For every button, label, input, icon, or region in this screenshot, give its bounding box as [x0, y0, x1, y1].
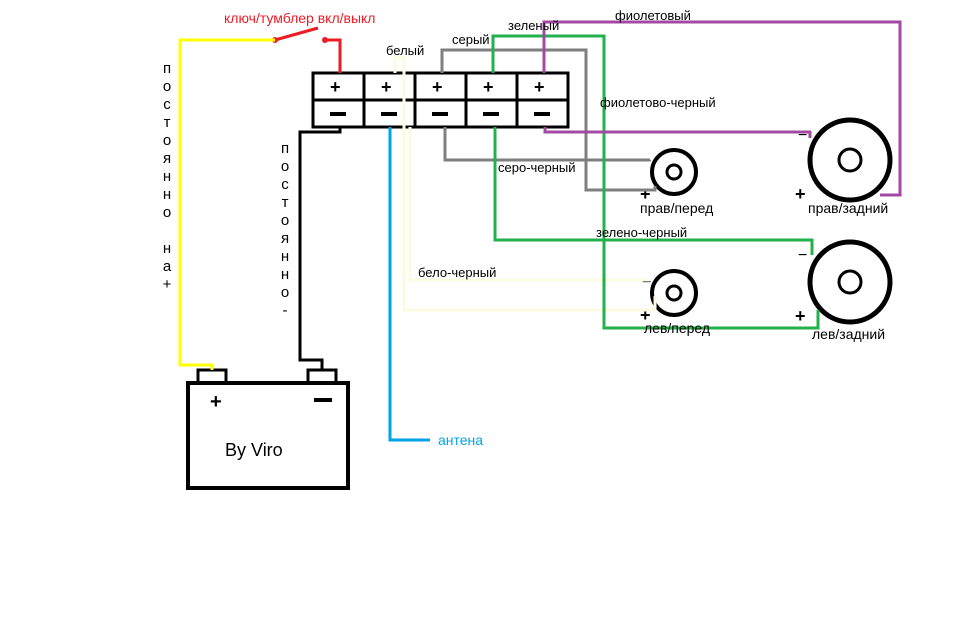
- label-green: зеленый: [508, 18, 559, 33]
- label-switch: ключ/тумблер вкл/выкл: [224, 10, 375, 26]
- wiring-diagram: + + + + + + − + − + − +: [0, 0, 960, 626]
- svg-text:+: +: [432, 77, 443, 97]
- label-front-left: лев/перед: [644, 320, 710, 336]
- label-white-black: бело-черный: [418, 265, 496, 280]
- svg-text:+: +: [330, 77, 341, 97]
- label-violet: фиолетовый: [615, 8, 691, 23]
- switch-icon: [272, 28, 328, 43]
- wire-black-minus: [300, 127, 340, 370]
- label-gray-black: серо-черный: [498, 160, 576, 175]
- label-green-black: зелено-черный: [596, 225, 687, 240]
- svg-text:+: +: [483, 77, 494, 97]
- wire-red: [325, 40, 340, 73]
- speaker-rear-left: − +: [795, 242, 890, 326]
- label-front-right: прав/перед: [640, 200, 713, 216]
- label-antenna: антена: [438, 432, 483, 448]
- speaker-front-right: − +: [640, 150, 696, 204]
- connector-block: + + + + +: [313, 73, 568, 127]
- svg-text:+: +: [795, 306, 806, 326]
- svg-text:−: −: [642, 274, 651, 291]
- label-gray: серый: [452, 32, 490, 47]
- label-const-plus: постоянно на+: [160, 60, 174, 294]
- label-rear-left: лев/задний: [812, 326, 885, 342]
- svg-text:+: +: [795, 184, 806, 204]
- label-white: белый: [386, 43, 424, 58]
- label-const-minus: постоянно-: [278, 140, 292, 320]
- svg-text:−: −: [798, 247, 807, 264]
- svg-text:+: +: [534, 77, 545, 97]
- label-violet-black: фиолетово-черный: [600, 95, 716, 110]
- svg-text:+: +: [381, 77, 392, 97]
- wire-yellow: [180, 40, 275, 370]
- battery: +: [188, 370, 348, 488]
- svg-text:+: +: [210, 391, 222, 413]
- svg-text:−: −: [798, 127, 807, 144]
- label-rear-right: прав/задний: [808, 200, 888, 216]
- label-byviro: By Viro: [225, 440, 283, 461]
